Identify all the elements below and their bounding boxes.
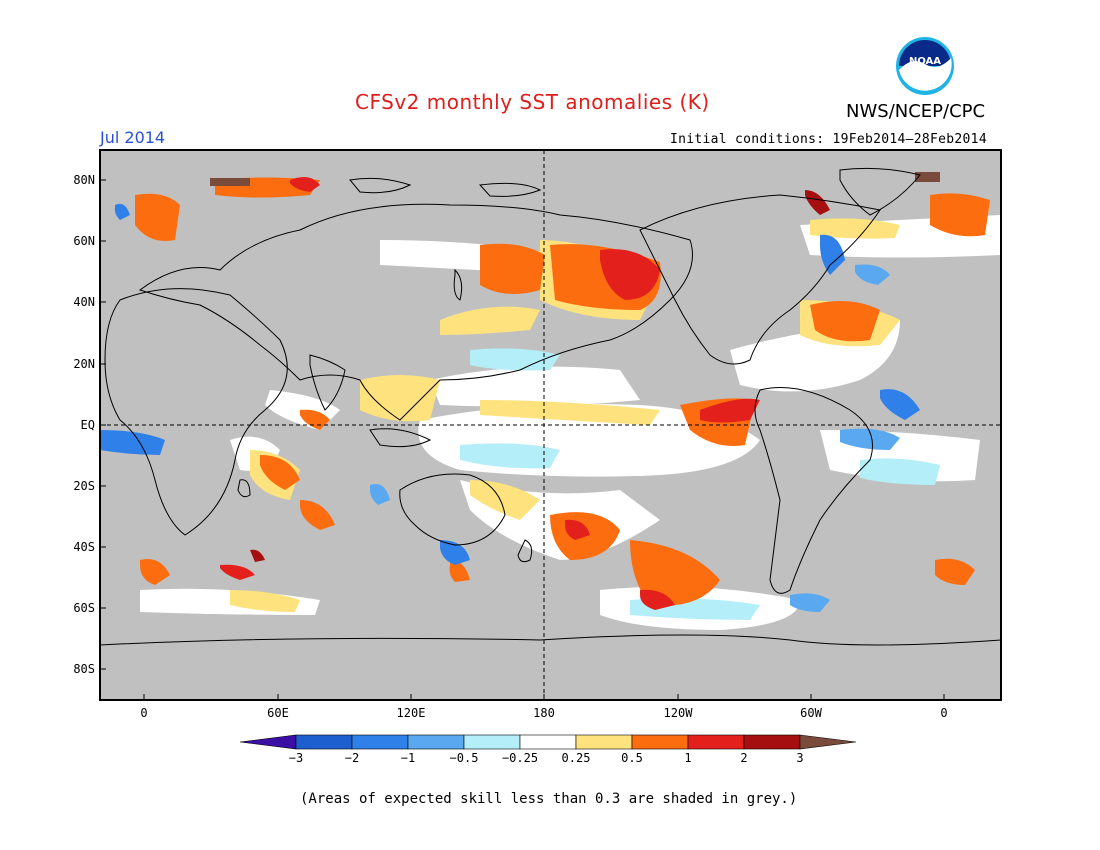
gridlines — [100, 150, 1001, 700]
colorbar-swatch — [743, 734, 801, 750]
colorbar-swatch — [631, 734, 689, 750]
lon-label: 0 — [940, 706, 948, 720]
colorbar-swatch — [295, 734, 353, 750]
colorbar-swatch — [575, 734, 633, 750]
colorbar-label: −1 — [400, 751, 416, 765]
colorbar-label: 0.25 — [561, 751, 591, 765]
lat-label: 80N — [73, 173, 95, 187]
anomaly-field — [100, 172, 1000, 630]
coastlines — [100, 167, 1001, 646]
tick-marks — [100, 179, 945, 700]
lon-label: 120W — [663, 706, 693, 720]
agency-label: NWS/NCEP/CPC — [846, 101, 986, 122]
lat-label: 40N — [73, 295, 95, 309]
lon-label: 120E — [396, 706, 426, 720]
lat-label: 20N — [73, 357, 95, 371]
colorbar-label: 0.5 — [621, 751, 643, 765]
lon-label: 180 — [533, 706, 555, 720]
colorbar-label: 2 — [740, 751, 748, 765]
colorbar-swatch — [239, 734, 297, 750]
colorbar-swatch — [407, 734, 465, 750]
lat-label: EQ — [80, 418, 95, 432]
colorbar-label: −2 — [344, 751, 360, 765]
skill-note: (Areas of expected skill less than 0.3 a… — [300, 791, 798, 807]
lat-label: 80S — [73, 662, 95, 676]
colorbar-label: 1 — [684, 751, 692, 765]
lon-label: 60W — [800, 706, 822, 720]
colorbar-swatch — [687, 734, 745, 750]
colorbar-swatch — [351, 734, 409, 750]
colorbar-label: −0.25 — [501, 751, 539, 765]
colorbar-swatch — [519, 734, 577, 750]
lat-label: 60S — [73, 601, 95, 615]
colorbar-swatch — [463, 734, 521, 750]
lon-label: 0 — [140, 706, 148, 720]
target-month: Jul 2014 — [100, 128, 166, 147]
lat-label: 40S — [73, 540, 95, 554]
lat-label: 60N — [73, 234, 95, 248]
chart-title: CFSv2 monthly SST anomalies (K) — [355, 90, 710, 114]
lon-label: 60E — [267, 706, 289, 720]
colorbar-label: −3 — [288, 751, 304, 765]
colorbar-swatch — [799, 734, 857, 750]
colorbar-label: −0.5 — [449, 751, 479, 765]
colorbar-label: 3 — [796, 751, 804, 765]
lat-label: 20S — [73, 479, 95, 493]
initial-conditions: Initial conditions: 19Feb2014–28Feb2014 — [670, 132, 987, 147]
